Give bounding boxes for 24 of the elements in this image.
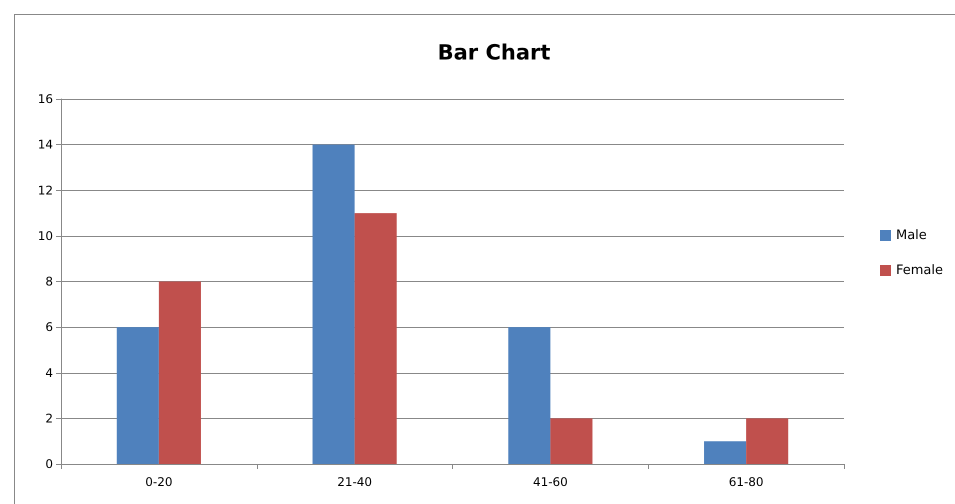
legend-label: Female — [896, 263, 944, 278]
y-tick-label: 0 — [45, 457, 53, 471]
y-tick-label: 8 — [45, 274, 53, 288]
y-tick-label: 14 — [38, 138, 53, 152]
bar — [158, 282, 201, 464]
x-tick-label: 41-60 — [532, 475, 568, 489]
bar — [354, 213, 397, 464]
bar — [508, 327, 550, 464]
y-tick-label: 12 — [38, 183, 53, 198]
y-tick-label: 6 — [45, 320, 53, 334]
bar — [116, 327, 159, 464]
y-tick-label: 16 — [38, 92, 53, 106]
bar — [704, 441, 746, 464]
bar — [550, 418, 592, 464]
y-tick-label: 2 — [45, 411, 53, 426]
bar — [312, 144, 355, 464]
chart-title: Bar Chart — [438, 40, 550, 64]
x-tick-label: 61-80 — [728, 475, 764, 489]
y-tick-label: 10 — [38, 228, 53, 243]
x-tick-label: 0-20 — [145, 475, 172, 489]
legend-label: Male — [896, 228, 927, 243]
bar — [746, 418, 788, 464]
x-tick-label: 21-40 — [337, 475, 372, 489]
y-tick-label: 4 — [45, 366, 53, 380]
